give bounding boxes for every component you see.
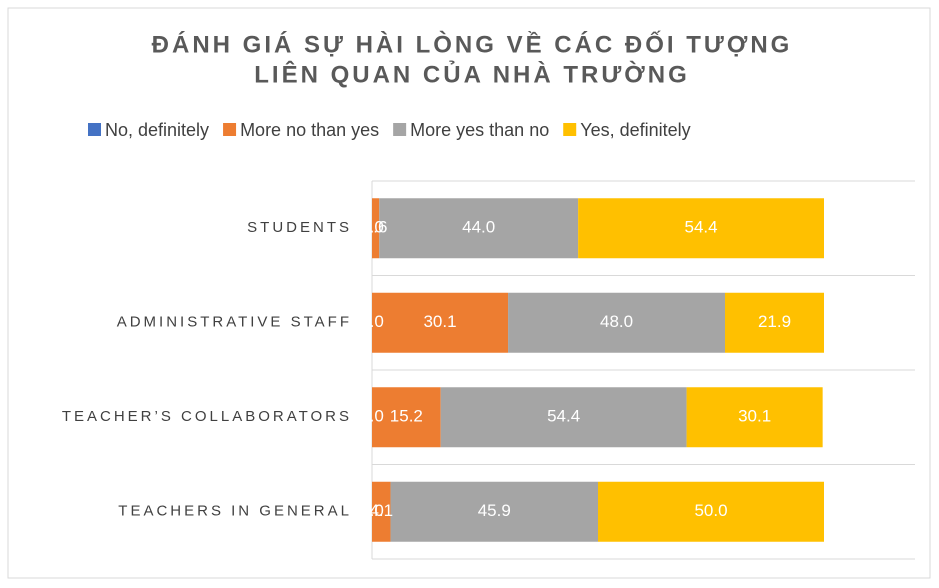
chart-title: LIÊN QUAN CỦA NHÀ TRƯỜNG — [254, 59, 689, 88]
bar-segment — [372, 387, 441, 448]
bar-segment — [440, 387, 687, 448]
y-tick-label: TEACHERS IN GENERAL — [118, 503, 352, 520]
legend-label: More yes than no — [410, 120, 549, 140]
legend-label: More no than yes — [240, 120, 379, 140]
legend-label: Yes, definitely — [580, 120, 690, 140]
value-label: 54.4 — [685, 218, 718, 237]
bar-segment — [508, 292, 726, 353]
bar-segment — [725, 292, 824, 353]
bar-segment — [372, 481, 391, 542]
y-tick-label: TEACHER’S COLLABORATORS — [62, 408, 352, 425]
bar-segment — [379, 198, 579, 259]
bar-segment — [390, 481, 598, 542]
y-tick-label: STUDENTS — [247, 219, 352, 236]
value-label: 54.4 — [547, 407, 580, 426]
chart-title: ĐÁNH GIÁ SỰ HÀI LÒNG VỀ CÁC ĐỐI TƯỢNG — [152, 30, 793, 58]
y-tick-label: ADMINISTRATIVE STAFF — [117, 314, 352, 331]
value-label: 0.0 — [360, 312, 384, 331]
legend-swatch — [563, 123, 577, 136]
value-label: 21.9 — [758, 312, 791, 331]
value-label: 15.2 — [390, 407, 423, 426]
value-label: 0.0 — [360, 501, 384, 520]
value-label: 30.1 — [423, 312, 456, 331]
value-label: 1.6 — [364, 218, 388, 237]
legend-swatch — [88, 123, 101, 136]
legend-swatch — [393, 123, 407, 136]
value-label: 50.0 — [694, 501, 727, 520]
value-label: 4.1 — [369, 501, 393, 520]
bar-segment — [372, 292, 509, 353]
legend-swatch — [223, 123, 237, 136]
value-label: 44.0 — [462, 218, 495, 237]
bar-segment — [578, 198, 824, 259]
value-label: 45.9 — [478, 501, 511, 520]
legend-label: No, definitely — [105, 120, 209, 140]
value-label: 48.0 — [600, 312, 633, 331]
bar-segment — [598, 481, 824, 542]
bar-segment — [686, 387, 823, 448]
bar-segment — [372, 198, 380, 259]
value-label: 30.1 — [738, 407, 771, 426]
value-label: 0.0 — [360, 407, 384, 426]
value-label: 0.0 — [360, 218, 384, 237]
